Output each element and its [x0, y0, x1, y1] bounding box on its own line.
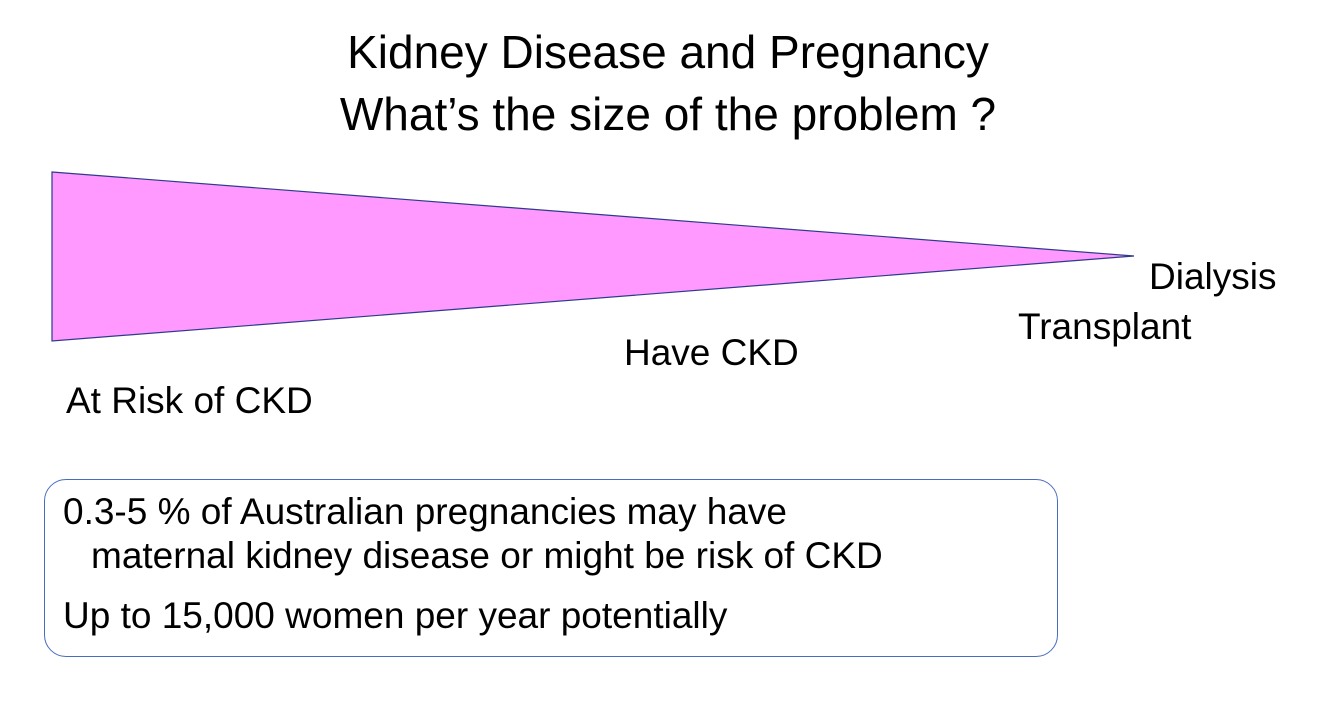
label-at-risk-of-ckd: At Risk of CKD: [66, 380, 313, 421]
info-line-prevalence-continued: maternal kidney disease or might be risk…: [91, 535, 883, 576]
slide-title-line-2: What’s the size of the problem ?: [339, 88, 997, 140]
label-have-ckd: Have CKD: [624, 332, 799, 373]
info-line-prevalence: 0.3-5 % of Australian pregnancies may ha…: [63, 491, 787, 532]
label-transplant: Transplant: [1018, 306, 1192, 347]
label-dialysis: Dialysis: [1149, 256, 1277, 297]
info-box: 0.3-5 % of Australian pregnancies may ha…: [44, 479, 1058, 657]
ckd-population-wedge: [51, 171, 1135, 342]
slide-title-line-1: Kidney Disease and Pregnancy: [347, 26, 989, 78]
info-line-women-per-year: Up to 15,000 women per year potentially: [63, 595, 728, 636]
